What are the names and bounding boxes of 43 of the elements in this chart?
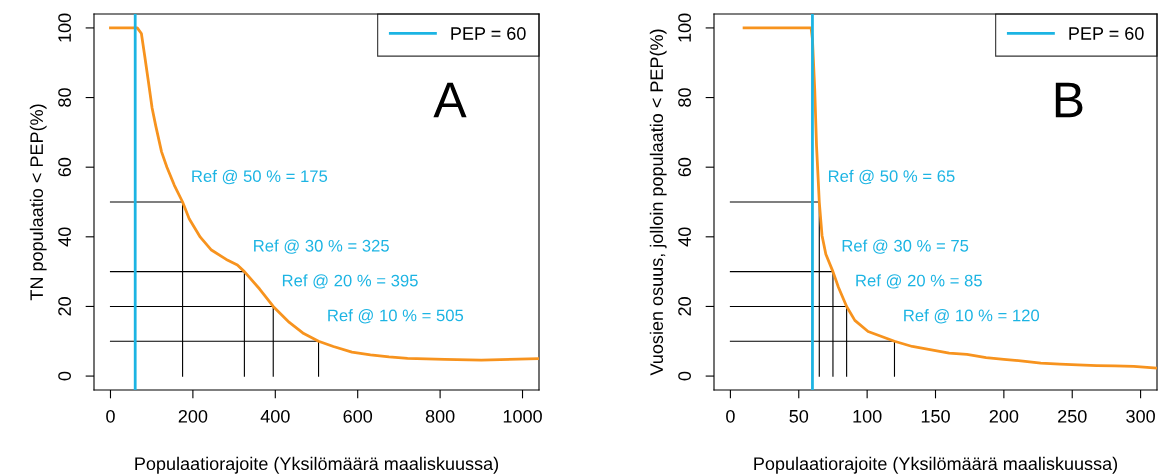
- x-tick-label: 300: [1126, 409, 1155, 423]
- line-series: [742, 26, 1157, 370]
- annotation: Ref @ 20 % = 395: [282, 274, 418, 289]
- y-tick-label: 100: [678, 13, 691, 42]
- y-axis-title: Vuosien osuus, jolloin populaatio < PEP(%): [649, 29, 667, 376]
- y-tick-label: 80: [678, 88, 691, 107]
- annotation: Ref @ 20 % = 85: [856, 274, 982, 289]
- annotation: Ref @ 30 % = 325: [254, 239, 389, 254]
- x-tick-label: 200: [178, 409, 208, 423]
- x-tick-label: 1000: [503, 409, 542, 423]
- annotation: Ref @ 10 % = 120: [904, 309, 1040, 324]
- y-tick-label: 60: [58, 157, 71, 177]
- annotation: Ref @ 30 % = 75: [842, 239, 969, 254]
- x-tick-label: 400: [260, 409, 290, 423]
- x-tick-label: 200: [989, 409, 1019, 423]
- x-tick-label: 250: [1058, 409, 1087, 423]
- line-series: [109, 26, 539, 362]
- y-tick-label: 20: [58, 297, 71, 316]
- y-tick-label: 40: [678, 227, 691, 247]
- annotation: Ref @ 50 % = 65: [828, 169, 955, 185]
- y-axis-title: TN populaatio < PEP(%): [29, 104, 47, 301]
- x-axis-title: Populaatiorajoite (Yksilömäärä maaliskuussa): [754, 456, 1118, 474]
- y-tick-label: 40: [58, 227, 71, 247]
- y-tick-label: 60: [678, 157, 691, 177]
- annotation: Ref @ 10 % = 505: [328, 309, 464, 324]
- x-tick-label: 0: [106, 409, 115, 423]
- y-tick-label: 80: [58, 88, 71, 107]
- annotation: Ref @ 50 % = 175: [192, 169, 328, 185]
- legend-label: PEP = 60: [451, 27, 526, 40]
- annotation: A: [433, 82, 467, 118]
- x-tick-label: 100: [853, 409, 882, 423]
- x-tick-label: 600: [343, 409, 373, 423]
- x-axis-title: Populaatiorajoite (Yksilömäärä maaliskuussa): [135, 456, 499, 474]
- x-tick-label: 150: [921, 409, 950, 423]
- y-tick-label: 0: [678, 371, 691, 381]
- y-tick-label: 0: [58, 371, 71, 381]
- x-tick-label: 0: [726, 409, 735, 423]
- y-tick-label: 20: [678, 297, 691, 316]
- y-tick-label: 100: [58, 13, 71, 42]
- annotation: B: [1055, 82, 1083, 118]
- legend-label: PEP = 60: [1069, 27, 1144, 40]
- x-tick-label: 800: [425, 409, 455, 423]
- x-tick-label: 50: [789, 409, 809, 423]
